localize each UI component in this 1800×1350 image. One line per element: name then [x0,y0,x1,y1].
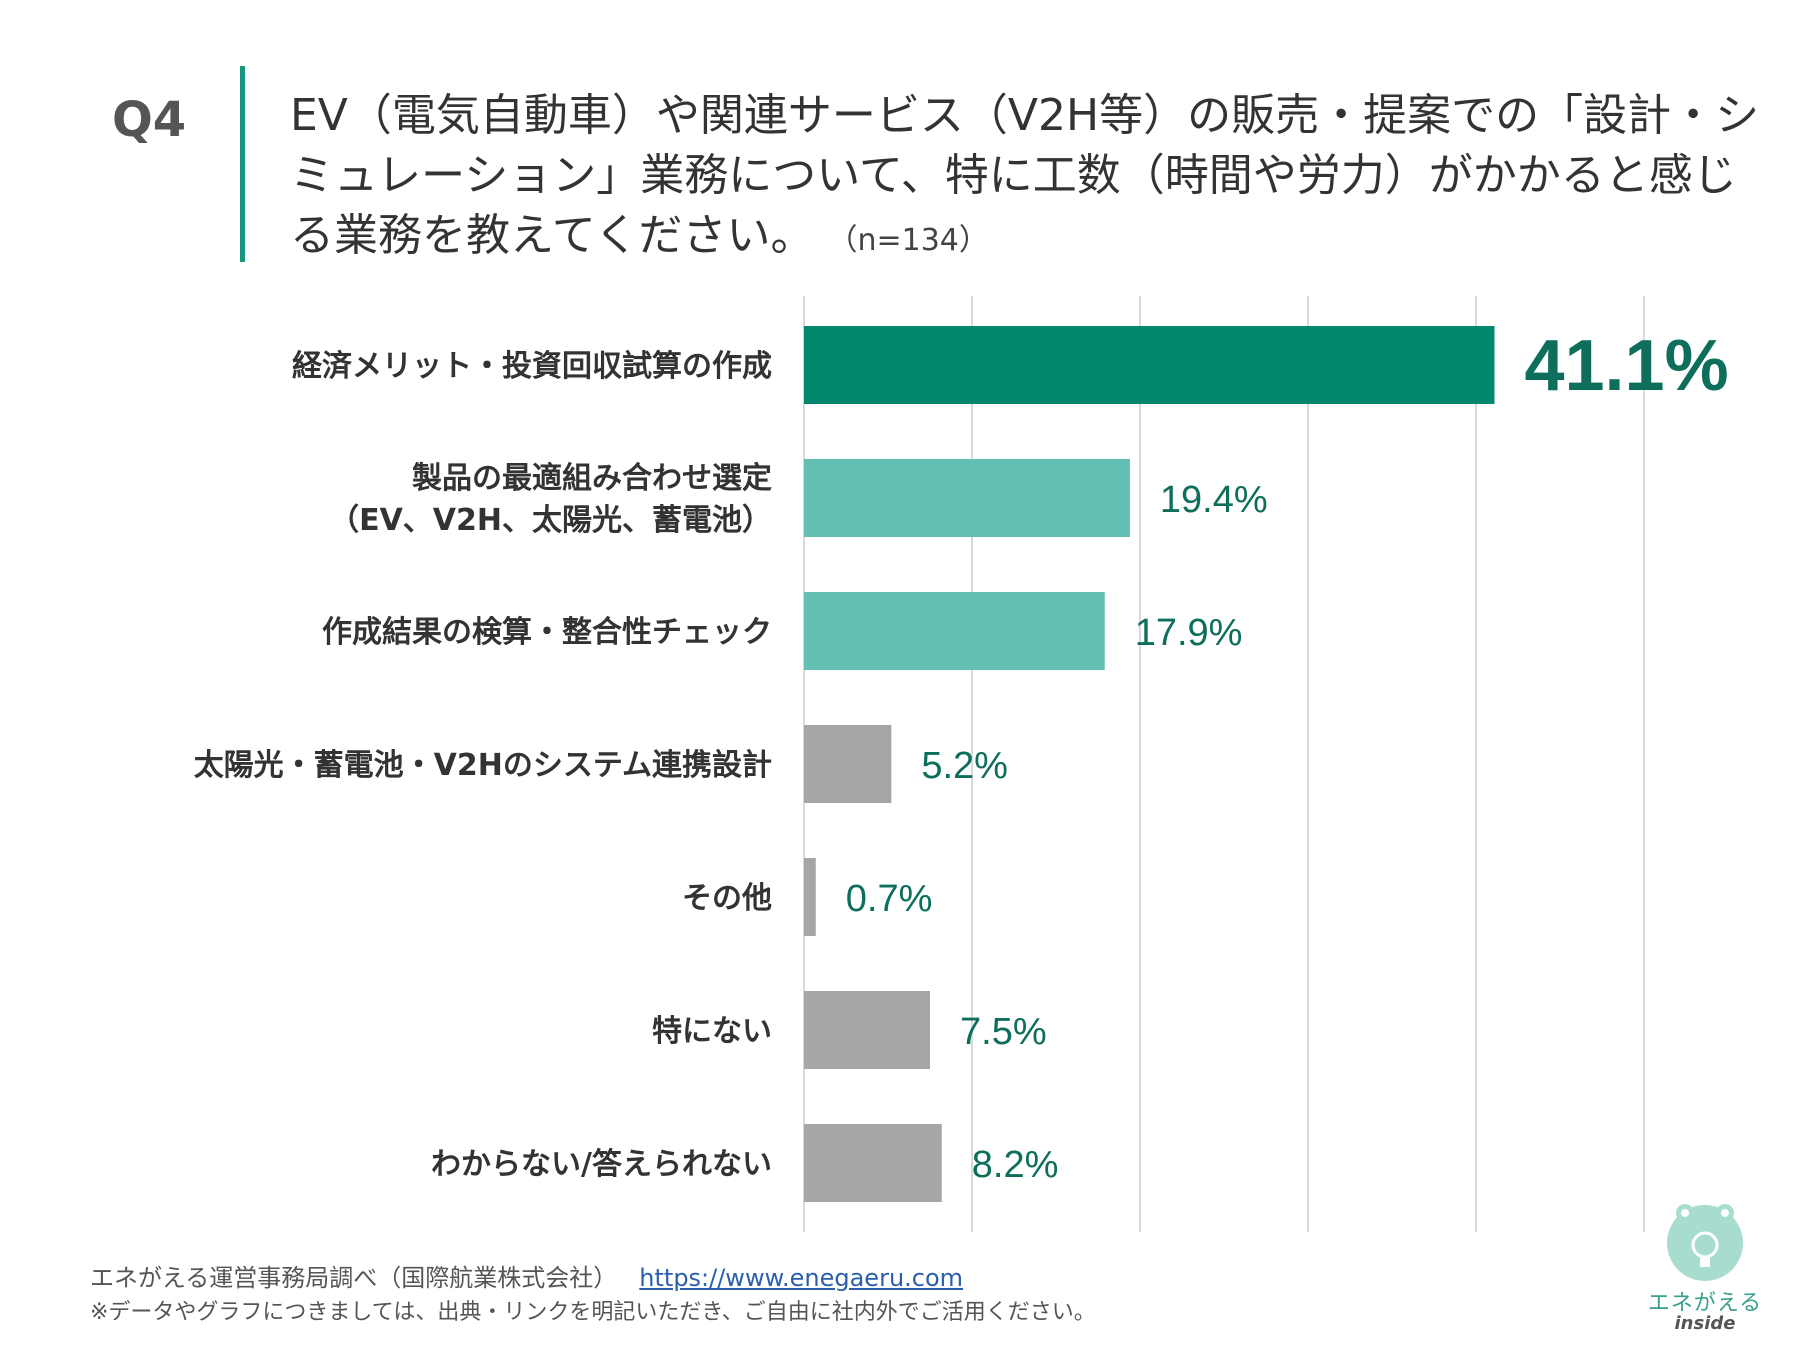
category-label: 製品の最適組み合わせ選定 [412,461,772,496]
question-text: EV（電気自動車）や関連サービス（V2H等）の販売・提案での「設計・シミュレーシ… [290,86,1770,271]
frog-bulb-icon [1667,1204,1743,1281]
bar [804,592,1105,670]
sample-size: （n=134） [842,223,989,258]
data-label: 5.2% [921,745,1008,787]
category-label: その他 [682,881,772,916]
data-label: 0.7% [846,878,933,920]
bar [804,326,1495,404]
question-divider [240,66,245,262]
bar [804,1124,942,1202]
data-label: 8.2% [972,1144,1059,1186]
footer-note: ※データやグラフにつきましては、出典・リンクを明記いただき、ご自由に社内外でご活… [90,1300,1096,1325]
data-label: 41.1% [1524,326,1728,406]
category-label: （EV、V2H、太陽光、蓄電池） [329,503,772,538]
source-link[interactable]: https://www.enegaeru.com [639,1264,964,1292]
data-label: 19.4% [1160,479,1268,521]
enegaeru-logo: エネがえる inside [1640,1195,1770,1340]
question-body: EV（電気自動車）や関連サービス（V2H等）の販売・提案での「設計・シミュレーシ… [290,90,1760,261]
bar [804,725,892,803]
category-label: わからない/答えられない [431,1147,772,1182]
category-label: 太陽光・蓄電池・V2Hのシステム連携設計 [194,748,772,783]
source-text: エネがえる運営事務局調べ（国際航業株式会社） [90,1264,618,1292]
category-label: 特にない [652,1014,772,1049]
data-label: 7.5% [960,1011,1047,1053]
category-label: 経済メリット・投資回収試算の作成 [292,349,772,384]
bar-chart: 41.1% 経済メリット・投資回収試算の作成 19.4% 製品の最適組み合わせ選定 （E… [194,296,1729,1232]
footer-source: エネがえる運営事務局調べ（国際航業株式会社） https://www.enegae… [90,1258,963,1293]
category-label: 作成結果の検算・整合性チェック [322,615,772,650]
logo-sub: inside [1674,1313,1736,1334]
bar [804,459,1130,537]
data-label: 17.9% [1135,612,1243,654]
bar [804,858,816,936]
bar [804,991,930,1069]
logo-name: エネがえる [1647,1291,1763,1316]
question-number: Q4 [112,92,187,148]
